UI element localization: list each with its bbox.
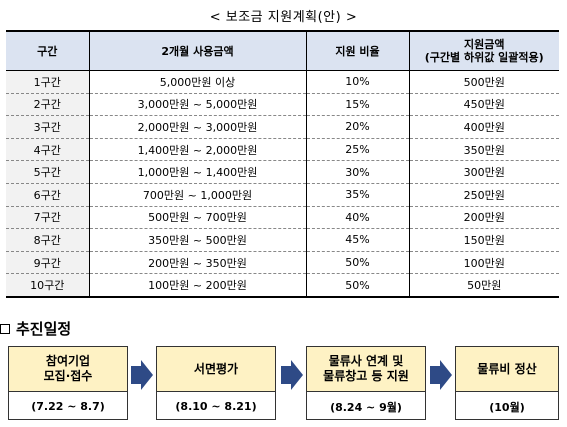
cell-ratio: 25% <box>305 138 410 162</box>
arrow-right-icon <box>430 360 452 390</box>
cell-tier: 8구간 <box>6 228 90 252</box>
cell-usage: 350만원 ~ 500만원 <box>88 228 307 252</box>
cell-amount: 350만원 <box>408 138 559 162</box>
cell-ratio: 20% <box>305 115 410 139</box>
step-period: (7.22 ~ 8.7) <box>31 400 105 413</box>
cell-amount: 500만원 <box>408 70 559 94</box>
col-header-ratio: 지원 비율 <box>305 30 410 71</box>
cell-ratio: 10% <box>305 70 410 94</box>
cell-tier: 6구간 <box>6 183 90 207</box>
square-bullet-icon <box>0 323 10 334</box>
schedule-section-heading: 추진일정 <box>0 318 71 339</box>
cell-usage: 1,000만원 ~ 1,400만원 <box>88 160 307 184</box>
step-period: (8.24 ~ 9월) <box>330 400 402 414</box>
cell-amount: 250만원 <box>408 183 559 207</box>
table-header-row: 구간 2개월 사용금액 지원 비율 지원금액 (구간별 하위값 일괄적용) <box>6 30 559 71</box>
cell-usage: 1,400만원 ~ 2,000만원 <box>88 138 307 162</box>
table-row: 2구간 3,000만원 ~ 5,000만원 15% 450만원 <box>6 93 559 117</box>
cell-usage: 5,000만원 이상 <box>88 70 307 94</box>
step-recruitment: 참여기업 모집·접수 (7.22 ~ 8.7) <box>8 346 128 420</box>
cell-usage: 200만원 ~ 350만원 <box>88 251 307 275</box>
cell-ratio: 15% <box>305 93 410 117</box>
cell-usage: 500만원 ~ 700만원 <box>88 206 307 230</box>
table-row: 7구간 500만원 ~ 700만원 40% 200만원 <box>6 206 559 230</box>
table-row: 5구간 1,000만원 ~ 1,400만원 30% 300만원 <box>6 160 559 184</box>
step-label: 서면평가 <box>157 347 275 392</box>
cell-amount: 150만원 <box>408 228 559 252</box>
cell-amount: 200만원 <box>408 206 559 230</box>
cell-usage: 3,000만원 ~ 5,000만원 <box>88 93 307 117</box>
cell-tier: 2구간 <box>6 93 90 117</box>
step-settlement: 물류비 정산 (10월) <box>455 346 559 420</box>
cell-tier: 1구간 <box>6 70 90 94</box>
cell-tier: 3구간 <box>6 115 90 139</box>
table-row: 1구간 5,000만원 이상 10% 500만원 <box>6 70 559 94</box>
table-row: 8구간 350만원 ~ 500만원 45% 150만원 <box>6 228 559 252</box>
subsidy-plan-table: 구간 2개월 사용금액 지원 비율 지원금액 (구간별 하위값 일괄적용) 1구… <box>6 30 559 298</box>
cell-tier: 4구간 <box>6 138 90 162</box>
cell-tier: 10구간 <box>6 273 90 298</box>
section-title: 추진일정 <box>16 320 72 338</box>
cell-amount: 400만원 <box>408 115 559 139</box>
cell-amount: 100만원 <box>408 251 559 275</box>
cell-ratio: 40% <box>305 206 410 230</box>
cell-usage: 2,000만원 ~ 3,000만원 <box>88 115 307 139</box>
table-row: 10구간 100만원 ~ 200만원 50% 50만원 <box>6 273 559 298</box>
cell-usage: 100만원 ~ 200만원 <box>88 273 307 298</box>
cell-amount: 50만원 <box>408 273 559 298</box>
cell-ratio: 45% <box>305 228 410 252</box>
arrow-right-icon <box>131 360 153 390</box>
cell-amount: 450만원 <box>408 93 559 117</box>
table-row: 9구간 200만원 ~ 350만원 50% 100만원 <box>6 251 559 275</box>
col-header-usage: 2개월 사용금액 <box>88 30 307 71</box>
step-label: 참여기업 모집·접수 <box>9 347 127 392</box>
step-logistics-support: 물류사 연계 및 물류창고 등 지원 (8.24 ~ 9월) <box>306 346 426 420</box>
cell-tier: 9구간 <box>6 251 90 275</box>
cell-amount: 300만원 <box>408 160 559 184</box>
table-row: 4구간 1,400만원 ~ 2,000만원 25% 350만원 <box>6 138 559 162</box>
page-title: < 보조금 지원계획(안) > <box>209 10 358 25</box>
step-label: 물류비 정산 <box>456 347 558 392</box>
cell-usage: 700만원 ~ 1,000만원 <box>88 183 307 207</box>
step-period: (10월) <box>489 400 525 414</box>
cell-tier: 7구간 <box>6 206 90 230</box>
cell-tier: 5구간 <box>6 160 90 184</box>
step-document-review: 서면평가 (8.10 ~ 8.21) <box>156 346 276 420</box>
cell-ratio: 50% <box>305 251 410 275</box>
cell-ratio: 35% <box>305 183 410 207</box>
table-row: 3구간 2,000만원 ~ 3,000만원 20% 400만원 <box>6 115 559 139</box>
table-row: 6구간 700만원 ~ 1,000만원 35% 250만원 <box>6 183 559 207</box>
cell-ratio: 30% <box>305 160 410 184</box>
cell-ratio: 50% <box>305 273 410 298</box>
col-header-amount: 지원금액 (구간별 하위값 일괄적용) <box>408 30 559 71</box>
col-header-tier: 구간 <box>6 30 90 71</box>
step-label: 물류사 연계 및 물류창고 등 지원 <box>307 347 425 392</box>
arrow-right-icon <box>281 360 303 390</box>
step-period: (8.10 ~ 8.21) <box>175 400 257 413</box>
